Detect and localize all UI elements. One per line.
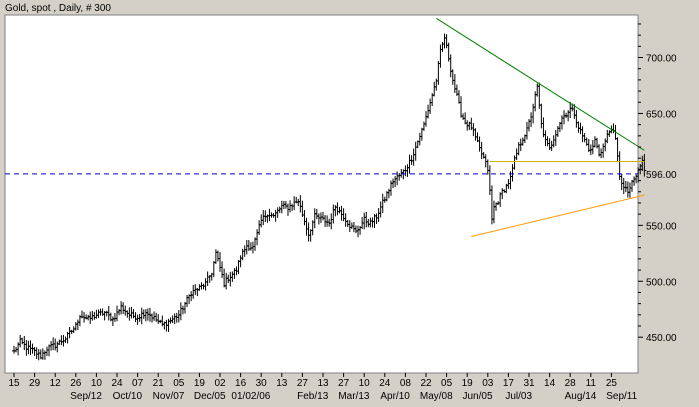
x-tick-label: 30 (256, 378, 268, 389)
y-tick-label: 550.00 (646, 221, 677, 232)
chart-title: Gold, spot , Daily, # 300 (5, 3, 111, 14)
x-tick-label: 07 (132, 378, 144, 389)
plot-area (4, 14, 639, 374)
x-tick-label: 28 (565, 378, 577, 389)
x-month-label: 01/02/06 (231, 391, 270, 402)
x-month-label: Jul/03 (505, 391, 532, 402)
trendline-support (471, 194, 645, 237)
x-tick-label: 27 (297, 378, 309, 389)
y-axis: 450.00 500.00 550.00 650.00 700.00 (638, 23, 677, 344)
y-tick-label: 650.00 (646, 109, 677, 120)
x-tick-label: 26 (70, 378, 82, 389)
y-tick-label: 450.00 (646, 333, 677, 344)
x-month-label: May/08 (420, 391, 453, 402)
x-tick-label: 16 (235, 378, 247, 389)
x-tick-label: 17 (503, 378, 515, 389)
x-tick-label: 10 (359, 378, 371, 389)
x-tick-label: 21 (153, 378, 165, 389)
x-tick-label: 13 (317, 378, 329, 389)
x-month-label: Feb/13 (297, 391, 329, 402)
x-tick-label: 08 (400, 378, 412, 389)
x-month-label: Oct/10 (113, 391, 143, 402)
x-month-label: Mar/13 (338, 391, 370, 402)
price-bars (12, 33, 647, 361)
x-tick-label: 03 (482, 378, 494, 389)
x-tick-label: 13 (276, 378, 288, 389)
x-tick-label: 14 (544, 378, 556, 389)
x-tick-label: 22 (420, 378, 432, 389)
x-tick-label: 29 (29, 378, 41, 389)
current-price-label: 596.00 (646, 170, 677, 181)
x-tick-label: 05 (441, 378, 453, 389)
x-tick-label: 27 (338, 378, 350, 389)
x-tick-label: 31 (523, 378, 535, 389)
x-tick-label: 19 (194, 378, 206, 389)
x-tick-label: 19 (462, 378, 474, 389)
x-tick-label: 25 (606, 378, 618, 389)
y-tick-label: 700.00 (646, 54, 677, 65)
x-axis: 15 29 12 26 10 24 07 21 05 19 02 16 30 13 27 13 27 10 24 08… (8, 373, 638, 402)
price-bar (642, 154, 647, 177)
y-tick-label: 500.00 (646, 277, 677, 288)
x-tick-label: 11 (586, 378, 597, 389)
trendline-resistance (436, 17, 645, 151)
x-month-label: Sep/11 (606, 391, 637, 402)
x-month-label: Nov/07 (153, 391, 185, 402)
x-month-label: Sep/12 (70, 391, 102, 402)
x-month-label: Aug/14 (565, 391, 597, 402)
x-tick-label: 05 (173, 378, 185, 389)
x-month-label: Jun/05 (462, 391, 492, 402)
x-tick-label: 24 (379, 378, 391, 389)
x-tick-label: 10 (91, 378, 103, 389)
x-tick-label: 24 (111, 378, 123, 389)
trendlines (436, 17, 645, 237)
x-tick-label: 12 (50, 378, 62, 389)
x-tick-label: 02 (214, 378, 226, 389)
x-month-label: Dec/05 (194, 391, 226, 402)
x-tick-label: 15 (8, 378, 20, 389)
x-month-label: Apr/10 (380, 391, 410, 402)
